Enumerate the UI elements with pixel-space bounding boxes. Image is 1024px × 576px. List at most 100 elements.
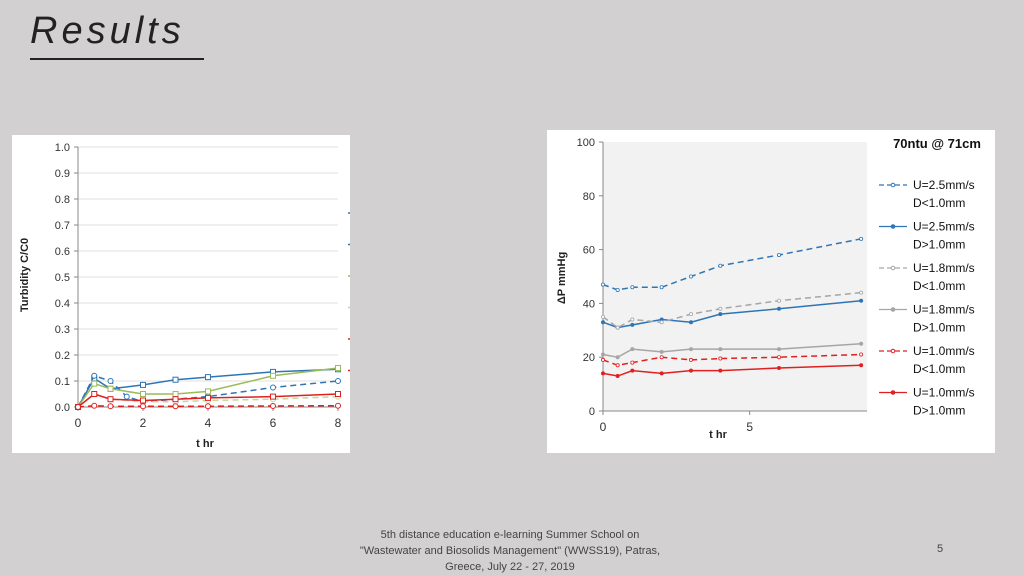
- y-tick-label: 1.0: [55, 142, 70, 154]
- legend-label-u-1-8mm-s-d-1-0mm: U=1.8mm/s D<1.0mm: [913, 261, 975, 293]
- x-axis-label: t hr: [196, 438, 214, 450]
- data-point: [91, 402, 98, 409]
- legend-label-u-1-0mm-s-d-1-0mm: U=1.0mm/s D<1.0mm: [913, 344, 975, 376]
- y-axis-label: Turbidity C/C0: [19, 238, 31, 312]
- slide-title: Results: [30, 10, 185, 52]
- legend-marker: [890, 348, 896, 354]
- y-tick-label: 0.8: [55, 194, 70, 206]
- data-point: [688, 347, 693, 352]
- data-point: [140, 397, 146, 404]
- data-point: [601, 357, 606, 362]
- data-point: [601, 320, 606, 325]
- data-point: [776, 252, 781, 257]
- data-point: [140, 403, 146, 410]
- data-point: [688, 357, 693, 362]
- data-point: [718, 312, 723, 317]
- data-point: [107, 378, 114, 384]
- data-point: [615, 287, 620, 292]
- y-tick-label: 0: [589, 406, 595, 418]
- y-tick-label: 0.0: [55, 402, 70, 414]
- data-point: [75, 404, 81, 410]
- data-point: [91, 391, 98, 397]
- data-point: [718, 347, 723, 352]
- legend-marker: [890, 265, 896, 271]
- data-point: [172, 391, 179, 397]
- data-point: [630, 322, 635, 327]
- data-point: [172, 403, 179, 410]
- data-point: [688, 274, 693, 279]
- y-tick-label: 40: [583, 298, 595, 310]
- y-tick-label: 0.7: [55, 220, 70, 232]
- data-point: [718, 263, 723, 268]
- legend-marker: [890, 182, 896, 188]
- footer-line-1: 5th distance education e-learning Summer…: [380, 529, 640, 541]
- data-point: [601, 314, 606, 319]
- y-tick-label: 0.9: [55, 168, 70, 180]
- y-tick-label: 0.1: [55, 376, 70, 388]
- series-line-u-1-0mm-s-d-1-0mm: [602, 364, 862, 377]
- data-point: [335, 365, 341, 371]
- data-point: [205, 388, 211, 395]
- data-point: [659, 285, 664, 290]
- y-tick-label: 20: [583, 352, 595, 364]
- data-point: [270, 372, 276, 379]
- data-point: [615, 355, 620, 360]
- series-line-u-1-8mm-s-d-1-0mm: [602, 343, 862, 358]
- data-point: [205, 394, 211, 401]
- data-point: [630, 347, 635, 352]
- data-point: [859, 298, 864, 303]
- data-point: [688, 320, 693, 325]
- data-point: [776, 306, 781, 311]
- data-point: [659, 355, 664, 360]
- y-tick-label: 0.6: [55, 246, 70, 258]
- data-point: [859, 236, 864, 241]
- data-point: [335, 378, 341, 384]
- pressure-chart-panel: 0 20 40 60 80 100 0 5 70ntu @ 71cm t hr ΔP mmHg U=2…: [547, 130, 995, 453]
- y-tick-label: 60: [583, 245, 595, 257]
- series-line-u-1-0mm-s-d-1-0mm: [77, 404, 339, 408]
- data-point: [601, 371, 606, 376]
- data-point: [630, 360, 635, 365]
- data-point: [659, 349, 664, 354]
- data-point: [172, 396, 179, 403]
- data-point: [776, 298, 781, 303]
- series-line-u-1-0mm-s-d-1-0mm: [602, 353, 862, 367]
- data-point: [615, 325, 620, 330]
- data-point: [630, 368, 635, 373]
- data-point: [601, 352, 606, 357]
- data-point: [205, 403, 211, 410]
- data-point: [688, 312, 693, 317]
- data-point: [718, 368, 723, 373]
- data-point: [172, 376, 179, 383]
- data-point: [205, 374, 211, 381]
- chart-title: 70ntu @ 71cm: [893, 136, 981, 151]
- legend-label-u-1-0mm-s-d-1-0mm: U=1.0mm/s D>1.0mm: [913, 386, 975, 418]
- x-tick-label: 4: [205, 416, 212, 430]
- legend-label-u-1-8mm-s-d-1-0mm: U=1.8mm/s D>1.0mm: [913, 303, 975, 335]
- title-underline: [30, 58, 204, 60]
- legend-marker: [890, 224, 896, 229]
- data-point: [859, 352, 864, 357]
- data-point: [776, 355, 781, 360]
- data-point: [123, 393, 130, 400]
- data-point: [140, 391, 146, 397]
- footer-text: 5th distance education e-learning Summer…: [330, 527, 690, 575]
- y-tick-label: 0.2: [55, 350, 70, 362]
- data-point: [630, 285, 635, 290]
- x-tick-label: 5: [746, 420, 753, 434]
- data-point: [615, 363, 620, 368]
- data-point: [91, 372, 98, 379]
- data-point: [601, 282, 606, 287]
- data-point: [107, 403, 114, 410]
- series-line-u-2-5mm-s-d-1-0mm: [602, 238, 862, 291]
- data-point: [335, 402, 341, 409]
- turbidity-chart-panel: 0.00.10.20.30.40.50.60.70.80.91.00246870…: [12, 135, 444, 453]
- data-point: [718, 356, 723, 361]
- data-point: [91, 380, 98, 387]
- page-number: 5: [937, 543, 944, 555]
- data-point: [859, 290, 864, 295]
- turbidity-chart: 0.00.10.20.30.40.50.60.70.80.91.00246870…: [19, 142, 444, 450]
- data-point: [659, 320, 664, 325]
- x-tick-label: 6: [270, 416, 277, 430]
- legend-marker: [890, 390, 896, 395]
